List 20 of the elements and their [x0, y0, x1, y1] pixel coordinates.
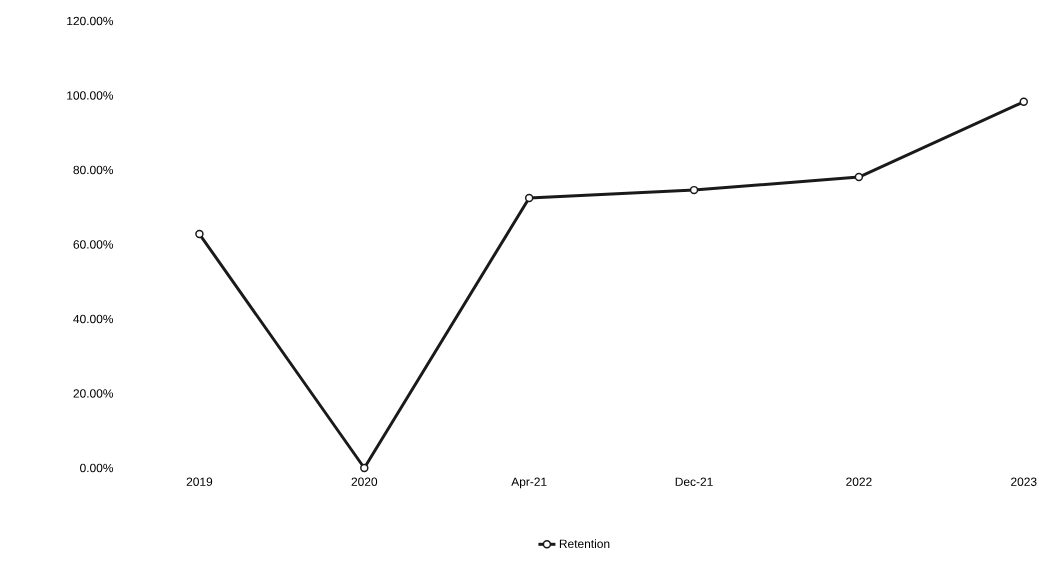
y-tick-label: 0.00%: [80, 463, 114, 473]
y-tick-label: 60.00%: [73, 240, 114, 249]
x-tick-label: 2022: [846, 477, 872, 486]
x-tick-label: 2019: [186, 477, 213, 486]
point: [689, 185, 699, 195]
y-tick-label: 80.00%: [73, 165, 114, 175]
x-tick-label: Dec-21: [675, 477, 713, 486]
point: [854, 172, 864, 182]
y-tick-label: 20.00%: [73, 389, 114, 398]
x-tick-label: 2023: [1011, 477, 1037, 486]
x-tick-label: 2020: [351, 477, 378, 486]
x-tick-label: Apr-21: [511, 477, 547, 489]
point: [1019, 97, 1028, 107]
legend-label: Retention: [559, 539, 610, 548]
y-tick-label: 120.00%: [67, 16, 114, 26]
point: [360, 463, 369, 473]
point: [524, 193, 534, 203]
y-tick-label: 100.00%: [67, 91, 114, 100]
point: [195, 229, 204, 239]
y-tick-label: 40.00%: [73, 314, 114, 324]
